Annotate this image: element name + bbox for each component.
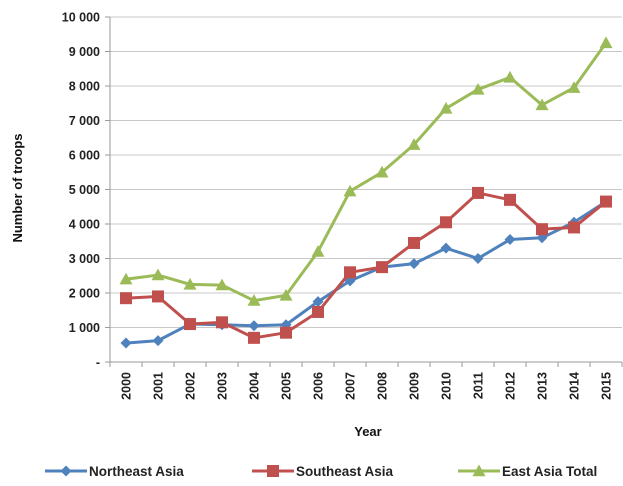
x-tick-label: 2014 [568, 372, 582, 400]
data-point [152, 335, 164, 347]
data-point [407, 138, 421, 150]
y-tick-label: 1 000 [69, 321, 100, 335]
data-point [408, 258, 420, 270]
data-point [504, 193, 516, 206]
y-tick-label: 6 000 [69, 149, 100, 163]
x-axis-ticks: 2000 2001 2002 2003 2004 2005 2006 2007 2008 2009… [109, 362, 623, 400]
data-point [312, 296, 324, 308]
data-point [504, 234, 516, 246]
y-tick-label: 3 000 [69, 252, 100, 266]
x-tick-label: 2003 [216, 372, 230, 400]
y-tick-label: 2 000 [69, 287, 100, 301]
data-point [248, 331, 260, 344]
x-tick-label: 2011 [472, 372, 486, 399]
data-point [408, 236, 420, 249]
legend-marker [60, 465, 72, 477]
data-point [120, 292, 132, 305]
legend-marker [472, 464, 486, 477]
legend: Northeast Asia Southeast Asia East Asia To… [45, 464, 597, 479]
legend-label: Northeast Asia [89, 464, 184, 479]
gridlines [110, 16, 622, 328]
data-point [439, 101, 453, 114]
x-tick-label: 2010 [440, 372, 454, 400]
data-point [248, 320, 260, 332]
series-east-asia-total [119, 36, 613, 306]
x-tick-label: 2002 [184, 372, 198, 400]
x-tick-label: 2006 [312, 372, 326, 400]
data-point [536, 223, 548, 236]
data-point [120, 337, 132, 349]
data-point [152, 290, 164, 303]
legend-item: Southeast Asia [252, 464, 394, 479]
data-point [311, 245, 325, 257]
series-line [125, 191, 607, 340]
y-tick-label: 10 000 [62, 11, 100, 25]
x-tick-label: 2015 [600, 372, 614, 400]
data-point [471, 82, 485, 95]
legend-label: Southeast Asia [296, 464, 394, 479]
x-tick-label: 2004 [248, 372, 262, 400]
data-point [344, 266, 356, 279]
data-point [151, 268, 165, 281]
y-tick-label: 8 000 [69, 80, 100, 94]
data-point [472, 186, 484, 199]
data-point [215, 278, 229, 291]
data-point [472, 253, 484, 264]
y-axis-title: Number of troops [10, 133, 25, 242]
series-southeast-asia [120, 186, 612, 344]
x-tick-label: 2005 [280, 372, 294, 400]
y-tick-label: 5 000 [69, 183, 100, 197]
legend-label: East Asia Total [502, 464, 597, 479]
data-point [440, 216, 452, 229]
data-point [535, 98, 549, 111]
y-tick-label: - [96, 356, 100, 370]
data-point [279, 288, 293, 301]
data-point [183, 277, 197, 290]
data-point [343, 184, 357, 197]
y-axis-ticks: - 1 000 2 000 3 000 4 000 5 000 6 000 7 000 8 00… [62, 11, 110, 370]
series-line [125, 42, 608, 303]
x-tick-label: 2013 [536, 372, 550, 400]
x-tick-label: 2007 [344, 372, 358, 400]
data-point [312, 305, 324, 318]
data-point [280, 326, 292, 339]
y-tick-label: 7 000 [69, 114, 100, 128]
data-point [376, 261, 388, 274]
data-point [568, 221, 580, 234]
data-point [503, 70, 517, 83]
data-point [119, 272, 133, 285]
data-point [216, 316, 228, 329]
data-point [567, 81, 581, 93]
legend-item: Northeast Asia [45, 464, 184, 479]
x-tick-label: 2009 [408, 372, 422, 400]
x-tick-label: 2008 [376, 372, 390, 400]
x-axis-title: Year [354, 424, 381, 439]
data-point [600, 195, 612, 208]
data-point [184, 318, 196, 331]
y-tick-label: 9 000 [69, 45, 100, 59]
x-tick-label: 2001 [152, 372, 166, 400]
data-point [375, 165, 389, 178]
x-tick-label: 2012 [504, 372, 518, 400]
legend-marker [267, 465, 279, 477]
x-tick-label: 2000 [120, 372, 134, 400]
data-point [247, 294, 261, 306]
data-point [440, 242, 452, 254]
data-point [599, 36, 613, 49]
series-layer [119, 36, 613, 349]
y-tick-label: 4 000 [69, 218, 100, 232]
legend-item: East Asia Total [458, 464, 597, 479]
